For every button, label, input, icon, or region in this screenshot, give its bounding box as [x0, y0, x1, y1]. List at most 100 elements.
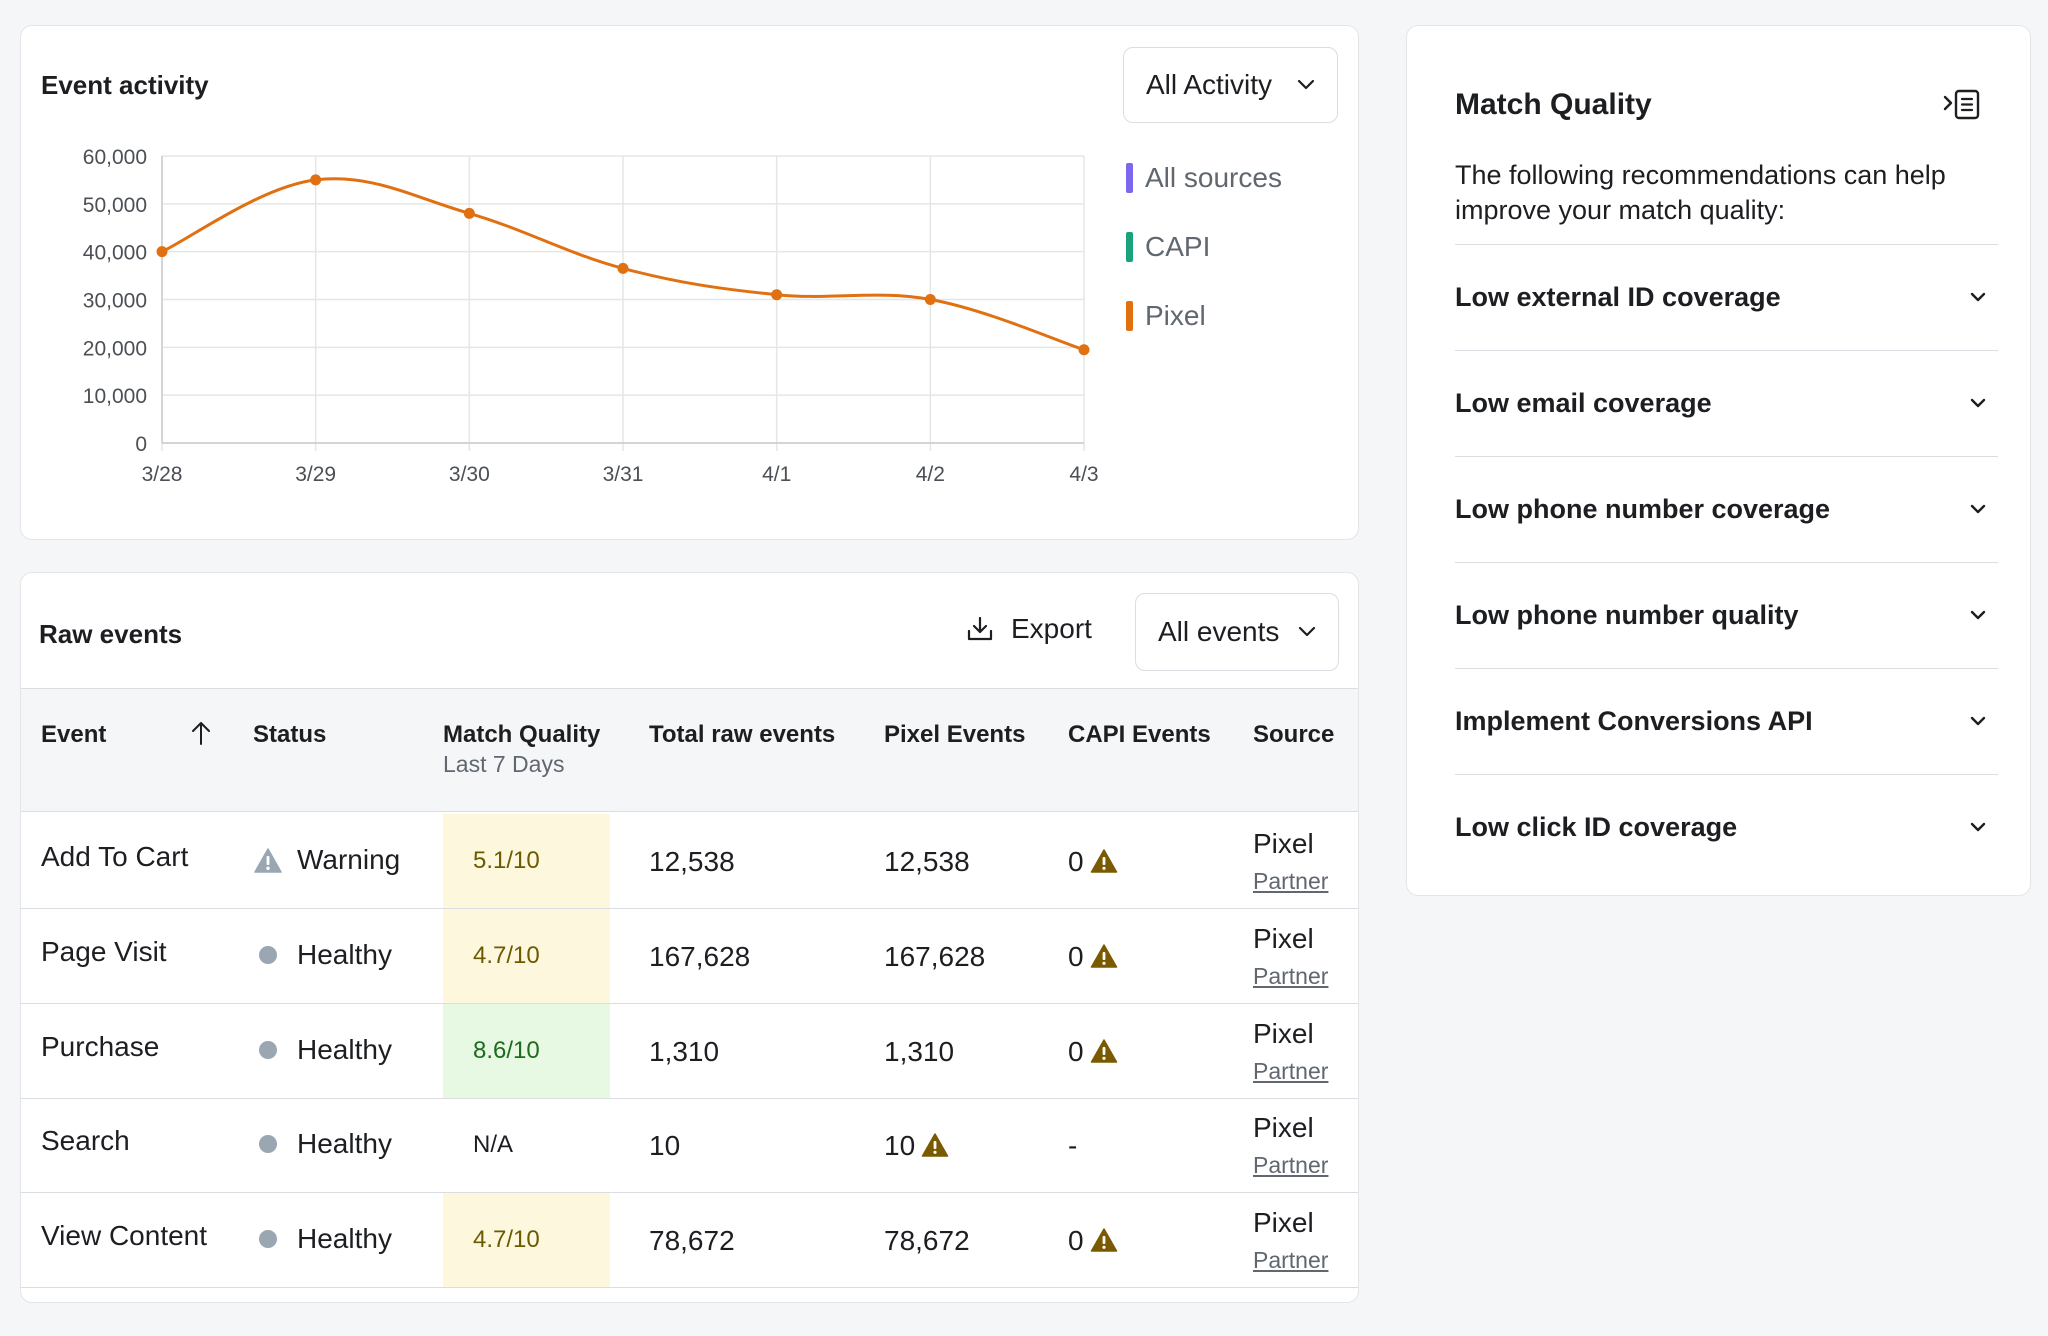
data-point: [463, 207, 475, 219]
raw-events-title: Raw events: [39, 619, 183, 649]
capi-events-cell: 0: [1068, 1036, 1118, 1068]
pixel-events-value: 1,310: [884, 1035, 955, 1067]
capi-warning-icon: [1090, 1228, 1117, 1252]
capi-events-cell: 0: [1068, 1225, 1118, 1257]
legend-item-pixel[interactable]: Pixel: [1126, 300, 1206, 332]
pixel-events-cell: 1,310: [884, 1036, 954, 1068]
events-filter-dropdown[interactable]: All events: [1135, 593, 1339, 671]
column-header-event[interactable]: Event: [41, 721, 107, 748]
column-header-capi-events[interactable]: CAPI Events: [1068, 721, 1211, 748]
match-quality-score: N/A: [443, 1098, 610, 1192]
match-quality-score: 5.1/10: [443, 814, 610, 908]
pixel-events-cell: 78,672: [884, 1225, 970, 1257]
chevron-down-icon: [1970, 504, 1986, 514]
total-raw-events: 10: [649, 1130, 681, 1162]
data-point: [156, 246, 168, 258]
match-quality-title: Match Quality: [1455, 88, 1652, 121]
table-row[interactable]: Search Healthy N/A 10 10 - Pixel Partner: [21, 1098, 1358, 1194]
source-partner-link[interactable]: Partner: [1253, 1057, 1329, 1084]
status-label: Healthy: [297, 1128, 392, 1160]
x-tick-label: 4/3: [1069, 463, 1098, 486]
status-dot: [259, 1040, 277, 1059]
capi-warning-icon: [1090, 944, 1117, 968]
capi-events-cell: 0: [1068, 846, 1118, 878]
data-point: [617, 262, 629, 274]
download-icon: [967, 616, 993, 641]
table-row[interactable]: Purchase Healthy 8.6/10 1,310 1,310 0 Pi…: [21, 1003, 1358, 1099]
status-cell: Healthy: [253, 1223, 392, 1255]
status-cell: Warning: [253, 844, 400, 876]
data-point: [1078, 344, 1090, 356]
column-header-source[interactable]: Source: [1253, 721, 1335, 748]
match-quality-score: 4.7/10: [443, 1193, 610, 1288]
source-partner-link[interactable]: Partner: [1253, 962, 1329, 989]
sort-ascending-icon[interactable]: [189, 719, 213, 747]
x-tick-label: 3/28: [142, 463, 183, 486]
table-row[interactable]: Page Visit Healthy 4.7/10 167,628 167,62…: [21, 908, 1358, 1004]
event-name[interactable]: Add To Cart: [41, 841, 189, 872]
recommendation-label: Low email coverage: [1455, 388, 1712, 418]
y-tick-label: 50,000: [83, 194, 147, 217]
pixel-events-value: 167,628: [884, 940, 986, 972]
status-dot: [259, 1135, 277, 1154]
pixel-warning-icon: [921, 1133, 949, 1158]
table-row[interactable]: Add To Cart Warning 5.1/10 12,538 12,538…: [21, 814, 1358, 909]
recommendation-accordion-item[interactable]: Implement Conversions API: [1455, 668, 1998, 774]
recommendation-accordion-item[interactable]: Low external ID coverage: [1455, 244, 1998, 350]
status-icon-wrap: [253, 1230, 283, 1249]
recommendation-accordion-item[interactable]: Low click ID coverage: [1455, 774, 1998, 880]
event-name[interactable]: Purchase: [41, 1030, 160, 1062]
column-subheader-last-7-days: Last 7 Days: [443, 751, 565, 777]
recommendation-accordion-item[interactable]: Low phone number coverage: [1455, 456, 1998, 562]
column-header-pixel-events[interactable]: Pixel Events: [884, 721, 1026, 748]
event-name[interactable]: Page Visit: [41, 935, 167, 967]
pixel-events-cell: 10: [884, 1130, 949, 1162]
legend-item-all-sources[interactable]: All sources: [1126, 162, 1282, 194]
source-partner-link[interactable]: Partner: [1253, 868, 1329, 894]
status-label: Healthy: [297, 1223, 392, 1255]
column-header-match-quality[interactable]: Match Quality: [443, 721, 601, 748]
match-quality-value: 4.7/10: [473, 1226, 540, 1254]
legend-swatch: [1126, 232, 1133, 262]
column-header-total-raw-events[interactable]: Total raw events: [649, 721, 836, 748]
status-cell: Healthy: [253, 1128, 392, 1160]
match-quality-value: N/A: [473, 1131, 514, 1159]
status-dot: [259, 945, 277, 964]
recommendation-accordion-item[interactable]: Low phone number quality: [1455, 562, 1998, 668]
event-name[interactable]: Search: [41, 1125, 130, 1157]
data-point: [771, 289, 783, 301]
column-header-status[interactable]: Status: [253, 721, 327, 748]
match-quality-score: 8.6/10: [443, 1003, 610, 1098]
source-partner-link[interactable]: Partner: [1253, 1247, 1329, 1274]
match-quality-value: 4.7/10: [473, 941, 540, 969]
export-button[interactable]: Export: [965, 613, 1092, 645]
status-icon-wrap: [253, 945, 283, 964]
chevron-down-icon: [1298, 626, 1316, 637]
legend-item-capi[interactable]: CAPI: [1126, 231, 1210, 263]
table-row[interactable]: View Content Healthy 4.7/10 78,672 78,67…: [21, 1193, 1358, 1289]
total-raw-events: 167,628: [649, 940, 751, 972]
recommendation-accordion-item[interactable]: Low email coverage: [1455, 350, 1998, 456]
status-icon-wrap: [253, 1040, 283, 1059]
total-raw-events: 1,310: [649, 1035, 720, 1067]
event-name[interactable]: View Content: [41, 1220, 208, 1252]
capi-events-value: 0: [1068, 940, 1084, 972]
status-label: Healthy: [297, 938, 392, 970]
legend-swatch: [1126, 301, 1133, 331]
chevron-down-icon: [1970, 610, 1986, 620]
activity-filter-dropdown[interactable]: All Activity: [1123, 47, 1338, 123]
table-header: Event Status Match Quality Last 7 Days T…: [21, 688, 1358, 812]
match-quality-panel: Match Quality The following recommendati…: [1406, 25, 2031, 896]
events-filter-label: All events: [1158, 616, 1280, 647]
source-primary: Pixel: [1253, 828, 1314, 859]
recommendation-label: Low click ID coverage: [1455, 812, 1738, 842]
status-cell: Healthy: [253, 939, 392, 971]
recommendation-label: Low external ID coverage: [1455, 282, 1781, 312]
chevron-down-icon: [1970, 292, 1986, 302]
source-partner-link[interactable]: Partner: [1253, 1152, 1329, 1179]
collapse-panel-icon[interactable]: [1942, 86, 1982, 122]
export-label: Export: [1011, 613, 1092, 644]
raw-events-card: Raw events Export All events Event Statu…: [20, 572, 1359, 1303]
source-primary: Pixel: [1253, 922, 1314, 954]
match-quality-value: 5.1/10: [473, 847, 540, 874]
